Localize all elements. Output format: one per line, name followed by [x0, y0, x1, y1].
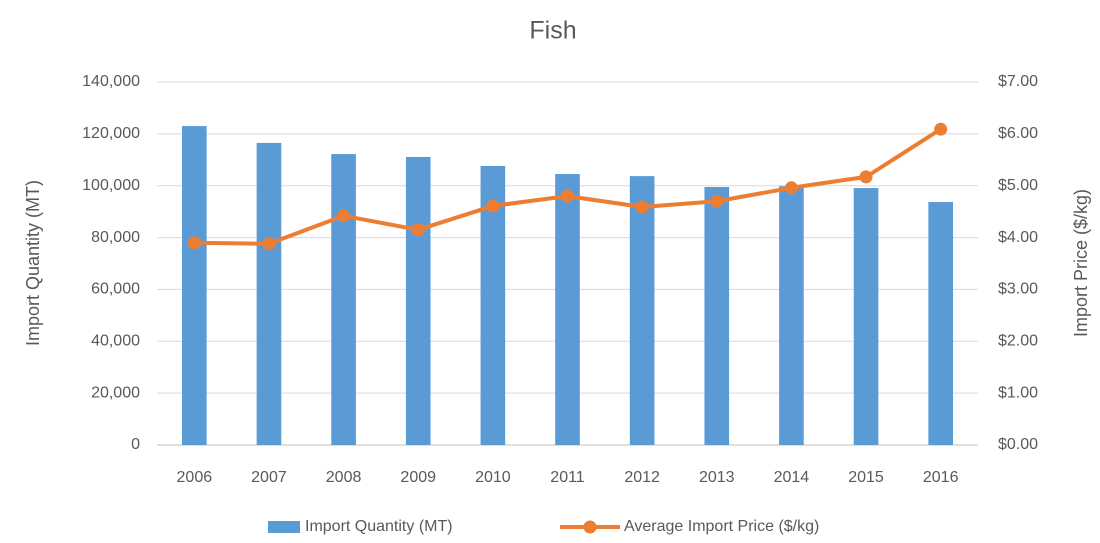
- y2-tick-label: $1.00: [998, 384, 1038, 401]
- x-tick-label: 2009: [400, 469, 436, 486]
- marker: [187, 236, 201, 250]
- bar: [555, 174, 580, 445]
- y-tick-label: 140,000: [82, 73, 140, 90]
- y2-tick-label: $6.00: [998, 125, 1038, 142]
- bar: [853, 188, 879, 445]
- bar: [779, 186, 804, 446]
- y-tick-label: 0: [131, 436, 140, 453]
- y-tick-label: 80,000: [91, 229, 140, 246]
- y2-tick-label: $4.00: [998, 229, 1038, 246]
- y2-tick-label: $2.00: [998, 333, 1038, 350]
- marker: [934, 122, 948, 136]
- x-tick-label: 2015: [848, 469, 884, 486]
- x-tick-label: 2016: [923, 469, 959, 486]
- x-tick-label: 2007: [251, 469, 287, 486]
- marker: [859, 170, 873, 184]
- y-axis-title: Import Quantity (MT): [23, 180, 43, 346]
- legend-swatch: [268, 521, 300, 533]
- x-tick-label: 2012: [624, 469, 660, 486]
- marker: [635, 200, 649, 214]
- marker: [710, 194, 724, 208]
- marker: [486, 199, 500, 213]
- y-tick-label: 100,000: [82, 177, 140, 194]
- x-tick-label: 2010: [475, 469, 511, 486]
- bar: [480, 166, 506, 445]
- y2-tick-label: $3.00: [998, 281, 1038, 298]
- y2-axis-title: Import Price ($/kg): [1071, 189, 1091, 337]
- bar: [629, 176, 655, 445]
- x-tick-label: 2011: [550, 469, 585, 486]
- legend-label: Average Import Price ($/kg): [624, 518, 819, 535]
- y2-tick-label: $7.00: [998, 73, 1038, 90]
- y-tick-label: 20,000: [91, 384, 140, 401]
- legend-label: Import Quantity (MT): [305, 518, 453, 535]
- y2-tick-label: $0.00: [998, 436, 1038, 453]
- marker: [262, 237, 276, 251]
- marker: [411, 223, 425, 237]
- y-tick-label: 40,000: [91, 333, 140, 350]
- legend-marker: [583, 520, 597, 534]
- bar: [405, 156, 431, 445]
- x-tick-label: 2006: [177, 469, 213, 486]
- marker: [784, 181, 798, 195]
- bar: [928, 202, 953, 445]
- marker: [337, 209, 351, 223]
- marker: [561, 189, 574, 203]
- bar: [331, 154, 356, 445]
- y-tick-label: 120,000: [82, 125, 140, 142]
- bar: [256, 142, 282, 446]
- x-tick-label: 2014: [774, 469, 810, 486]
- chart-title: Fish: [529, 17, 576, 45]
- y2-tick-label: $5.00: [998, 177, 1038, 194]
- bar: [182, 126, 207, 445]
- x-tick-label: 2008: [326, 469, 362, 486]
- y-tick-label: 60,000: [91, 281, 140, 298]
- bar: [704, 187, 730, 445]
- x-tick-label: 2013: [699, 469, 735, 486]
